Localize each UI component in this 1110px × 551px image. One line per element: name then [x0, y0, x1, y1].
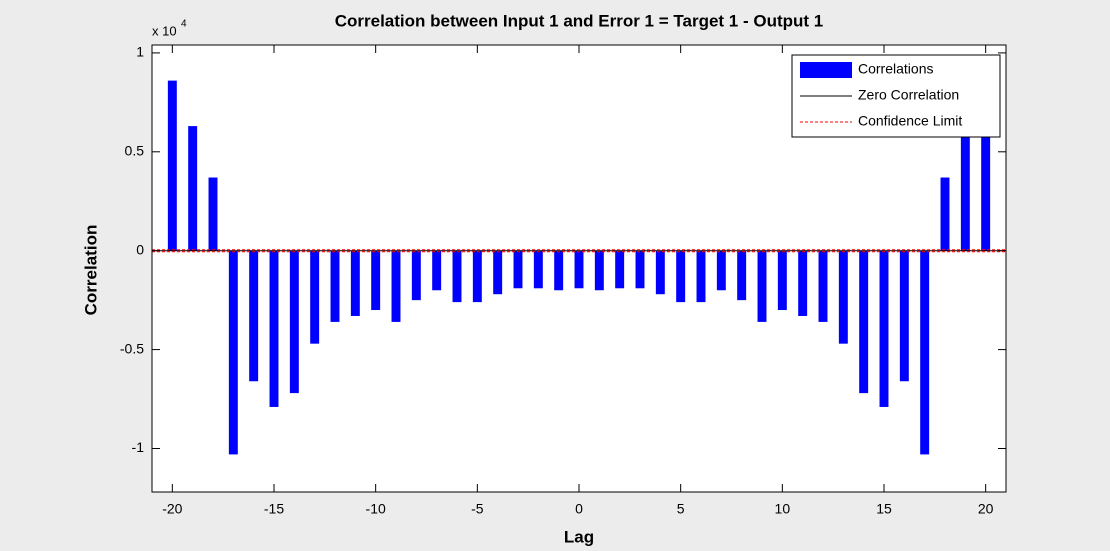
y-tick-label: 0.5 [125, 143, 145, 159]
x-tick-label: 20 [978, 501, 994, 517]
bar [371, 250, 381, 311]
bar [249, 250, 259, 382]
x-tick-label: 0 [575, 501, 583, 517]
bar [838, 250, 848, 344]
bar [330, 250, 340, 322]
x-tick-label: -15 [264, 501, 284, 517]
y-tick-label: -0.5 [120, 340, 144, 356]
legend-label: Confidence Limit [858, 113, 962, 129]
y-multiplier: x 10 [152, 23, 177, 38]
bar [920, 250, 930, 455]
y-axis-label: Correlation [81, 225, 100, 316]
bar [391, 250, 401, 322]
y-tick-label: -1 [132, 439, 145, 455]
bar [696, 250, 706, 303]
bar [716, 250, 726, 291]
bar [452, 250, 462, 303]
bar [737, 250, 747, 301]
bar [574, 250, 584, 289]
x-tick-label: 15 [876, 501, 892, 517]
bar [269, 250, 279, 407]
bar [188, 126, 198, 251]
bar [208, 177, 218, 251]
y-multiplier-exponent: 4 [181, 19, 187, 30]
x-axis-label: Lag [564, 527, 594, 546]
bar [432, 250, 442, 291]
bar [960, 126, 970, 251]
x-tick-label: 5 [677, 501, 685, 517]
bar [940, 177, 950, 251]
bar [472, 250, 482, 303]
bar [310, 250, 320, 344]
bar [554, 250, 564, 291]
bar [615, 250, 625, 289]
bar [859, 250, 869, 394]
bar [676, 250, 686, 303]
bar [350, 250, 360, 316]
bar [899, 250, 909, 382]
bar [228, 250, 238, 455]
legend-label: Correlations [858, 61, 933, 77]
bar [411, 250, 421, 301]
bar [635, 250, 645, 289]
y-tick-label: 0 [136, 241, 144, 257]
chart-title: Correlation between Input 1 and Error 1 … [335, 11, 824, 30]
legend-swatch [800, 62, 852, 78]
legend-label: Zero Correlation [858, 87, 959, 103]
bar [655, 250, 665, 295]
bar [289, 250, 299, 394]
x-tick-label: -5 [471, 501, 484, 517]
bar [493, 250, 503, 295]
bar [818, 250, 828, 322]
bar [981, 80, 991, 251]
x-tick-label: 10 [775, 501, 791, 517]
bar [777, 250, 787, 311]
y-tick-label: 1 [136, 44, 144, 60]
x-tick-label: -10 [366, 501, 386, 517]
bar [533, 250, 543, 289]
bar [879, 250, 889, 407]
bar [594, 250, 604, 291]
bar [798, 250, 808, 316]
bar [757, 250, 767, 322]
bar [167, 80, 177, 251]
bar [513, 250, 523, 289]
x-tick-label: -20 [162, 501, 182, 517]
